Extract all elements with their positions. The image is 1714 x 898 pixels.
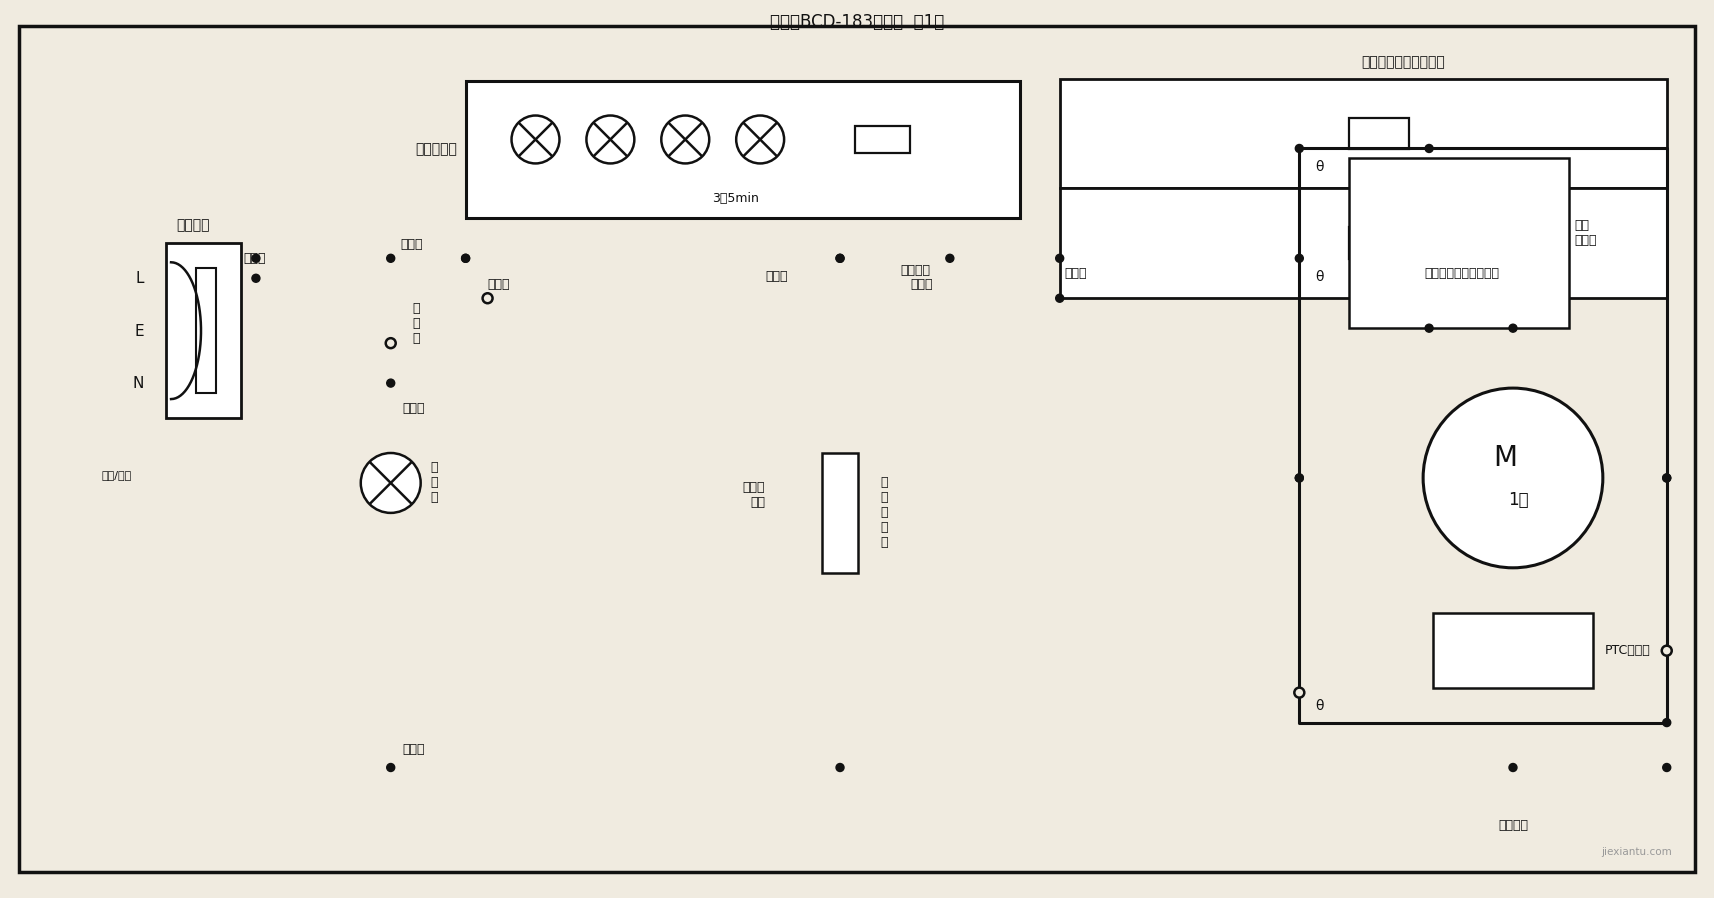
Circle shape bbox=[1296, 474, 1303, 482]
Text: （黄/绿）: （黄/绿） bbox=[101, 470, 132, 480]
Circle shape bbox=[836, 763, 843, 771]
Text: 灯
开
关: 灯 开 关 bbox=[413, 302, 420, 345]
Bar bbox=[195, 269, 216, 393]
Text: 电子温控器: 电子温控器 bbox=[417, 143, 458, 156]
Text: θ: θ bbox=[1315, 161, 1323, 174]
Circle shape bbox=[836, 254, 843, 262]
Bar bbox=[166, 243, 242, 418]
Circle shape bbox=[737, 116, 783, 163]
Circle shape bbox=[946, 254, 955, 262]
Circle shape bbox=[662, 116, 710, 163]
Circle shape bbox=[483, 294, 492, 304]
Bar bbox=[855, 126, 910, 154]
Text: （红）: （红） bbox=[403, 401, 425, 415]
Text: θ: θ bbox=[1315, 699, 1323, 713]
Bar bbox=[466, 81, 1020, 218]
Bar bbox=[1349, 158, 1568, 328]
Text: θ: θ bbox=[1315, 270, 1323, 285]
Circle shape bbox=[1663, 718, 1671, 726]
Circle shape bbox=[1296, 474, 1303, 482]
Circle shape bbox=[1296, 254, 1303, 262]
Text: 冷冻室热敏电阻传感器: 冷冻室热敏电阻传感器 bbox=[1361, 56, 1445, 70]
Bar bbox=[1349, 227, 1409, 260]
Text: N: N bbox=[132, 375, 144, 391]
Text: M: M bbox=[1493, 444, 1517, 472]
Text: jiexiantu.com: jiexiantu.com bbox=[1601, 848, 1673, 858]
Circle shape bbox=[1508, 324, 1517, 332]
Circle shape bbox=[586, 116, 634, 163]
Bar bbox=[823, 453, 859, 573]
Text: 1～: 1～ bbox=[1508, 491, 1529, 509]
Circle shape bbox=[461, 254, 470, 262]
Bar bbox=[1349, 118, 1409, 149]
Bar bbox=[1433, 612, 1592, 688]
Text: 运转电容: 运转电容 bbox=[1498, 819, 1527, 832]
Text: 节电开关: 节电开关 bbox=[900, 264, 931, 277]
Circle shape bbox=[1663, 474, 1671, 482]
Circle shape bbox=[386, 339, 396, 348]
Circle shape bbox=[461, 254, 470, 262]
Circle shape bbox=[1663, 646, 1671, 656]
Circle shape bbox=[252, 274, 261, 282]
Text: （蓝）: （蓝） bbox=[403, 743, 425, 756]
Circle shape bbox=[836, 254, 843, 262]
Text: E: E bbox=[134, 323, 144, 339]
Circle shape bbox=[387, 379, 394, 387]
Text: 冷藏室热敏电阻传感器: 冷藏室热敏电阻传感器 bbox=[1424, 267, 1500, 280]
Circle shape bbox=[360, 453, 420, 513]
Text: 3～5min: 3～5min bbox=[711, 192, 759, 205]
Text: 压缩机
电机: 压缩机 电机 bbox=[742, 481, 764, 509]
Circle shape bbox=[252, 254, 261, 262]
Circle shape bbox=[1508, 763, 1517, 771]
Text: （棕）: （棕） bbox=[243, 251, 266, 265]
Text: （棕）: （棕） bbox=[401, 238, 423, 251]
Circle shape bbox=[387, 763, 394, 771]
Circle shape bbox=[1663, 474, 1671, 482]
Circle shape bbox=[1424, 145, 1433, 153]
Text: 航天牌BCD-183电冰箱  第1张: 航天牌BCD-183电冰箱 第1张 bbox=[770, 13, 944, 31]
Circle shape bbox=[1056, 295, 1064, 303]
Circle shape bbox=[511, 116, 559, 163]
Text: 过载
保护器: 过载 保护器 bbox=[1573, 219, 1596, 247]
Text: PTC启动器: PTC启动器 bbox=[1604, 644, 1651, 656]
Circle shape bbox=[1423, 388, 1603, 568]
Text: （白）: （白） bbox=[910, 277, 932, 291]
Circle shape bbox=[1663, 763, 1671, 771]
Text: （黑）: （黑） bbox=[764, 269, 788, 283]
Circle shape bbox=[1296, 145, 1303, 153]
Circle shape bbox=[1056, 254, 1064, 262]
Text: 照
明
灯: 照 明 灯 bbox=[430, 462, 439, 505]
Circle shape bbox=[387, 254, 394, 262]
Text: （蓝）: （蓝） bbox=[487, 277, 511, 291]
Circle shape bbox=[1294, 688, 1304, 698]
Circle shape bbox=[1424, 324, 1433, 332]
Bar bbox=[1059, 78, 1666, 189]
Text: L: L bbox=[135, 271, 144, 286]
Text: （黄）: （黄） bbox=[1064, 267, 1087, 280]
Text: 冬
用
加
热
器: 冬 用 加 热 器 bbox=[879, 477, 888, 550]
Text: 电源插头: 电源插头 bbox=[177, 218, 211, 233]
Bar bbox=[1059, 189, 1666, 298]
